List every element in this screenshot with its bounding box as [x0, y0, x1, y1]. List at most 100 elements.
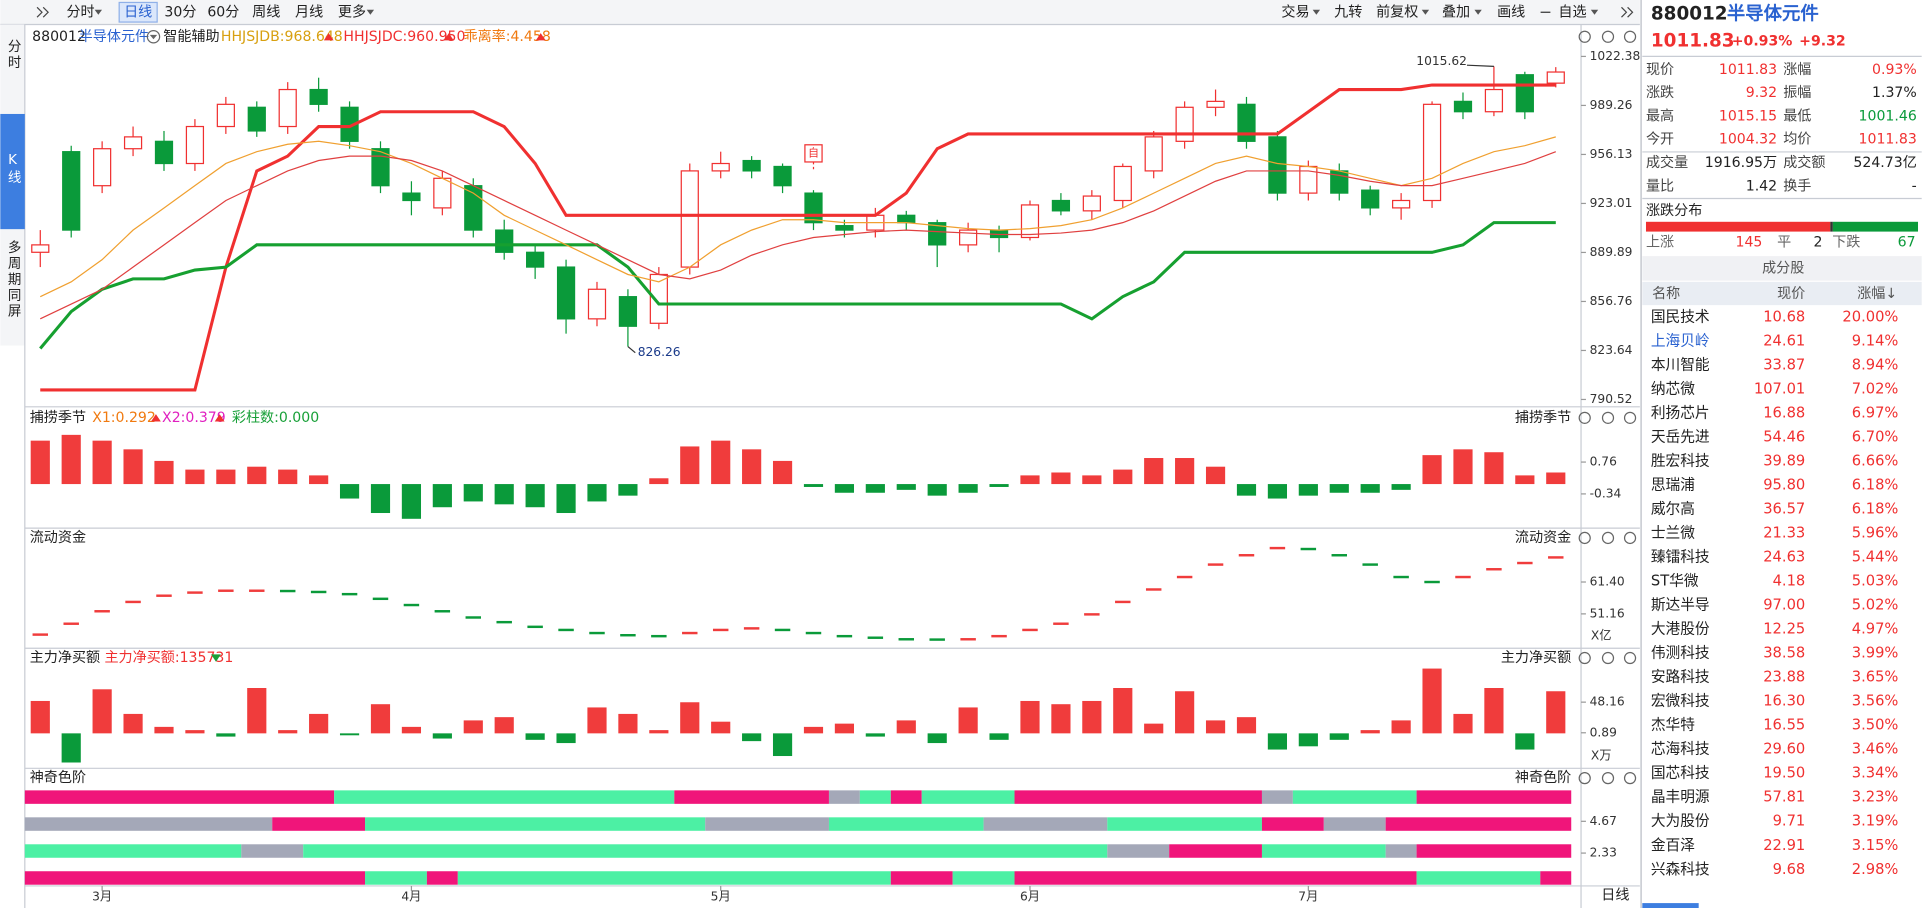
tab[interactable]: 日线	[124, 4, 152, 20]
stock-change: 9.14%	[1852, 332, 1899, 349]
tab[interactable]: 周线	[252, 4, 280, 20]
panel-icon[interactable]	[1623, 651, 1637, 665]
candle-body	[1546, 71, 1565, 84]
tab[interactable]: 30分	[164, 4, 196, 20]
tool-button[interactable]: 叠加	[1442, 4, 1470, 20]
assist-label[interactable]: 智能辅助	[163, 29, 219, 45]
stock-name[interactable]: 思瑞浦	[1651, 476, 1695, 493]
y-tick-label: 2.33	[1590, 846, 1617, 860]
quote-label: 最高	[1646, 107, 1674, 124]
panel-icon[interactable]	[1578, 411, 1591, 424]
panel-icon[interactable]	[1578, 30, 1591, 43]
panel-icon[interactable]	[1601, 411, 1615, 424]
stock-name[interactable]: 伟测科技	[1651, 645, 1710, 662]
bar	[339, 484, 360, 499]
stock-name[interactable]: 安路科技	[1651, 669, 1710, 686]
stock-name[interactable]: 威尔高	[1651, 501, 1695, 518]
scrollbar[interactable]	[1642, 903, 1699, 908]
panel-icon[interactable]	[1601, 30, 1615, 43]
color-band	[1169, 844, 1262, 858]
stock-name[interactable]: ST华微	[1651, 573, 1699, 590]
stock-name[interactable]: 士兰微	[1651, 525, 1695, 542]
bar	[30, 700, 50, 734]
panel-icon[interactable]	[1601, 531, 1615, 545]
stock-name[interactable]: 杰华特	[1651, 717, 1695, 734]
expand-icon[interactable]	[36, 6, 43, 18]
panel-title: 捕捞季节	[1515, 410, 1571, 426]
bar	[1051, 472, 1071, 485]
stock-name[interactable]: 胜宏科技	[1651, 452, 1710, 469]
side-tab[interactable]: 多周期同屏	[5, 239, 22, 320]
bar	[370, 704, 391, 734]
stock-name[interactable]: 纳芯微	[1651, 380, 1695, 397]
bar	[1453, 713, 1473, 734]
stock-name[interactable]: 金百泽	[1651, 837, 1695, 854]
column-header[interactable]: 名称	[1652, 286, 1680, 302]
panel-icon[interactable]	[1578, 531, 1591, 545]
panel-icon[interactable]	[1623, 531, 1637, 545]
candle-body	[1020, 204, 1040, 239]
stock-price: 9.71	[1773, 813, 1806, 830]
tool-button[interactable]: 自选	[1558, 4, 1586, 20]
candle-body	[1082, 195, 1101, 212]
stock-name[interactable]: 晶丰明源	[1651, 789, 1710, 806]
panel-icon[interactable]	[1578, 771, 1591, 785]
panel-icon[interactable]	[1623, 411, 1637, 424]
stock-name[interactable]: 天岳先进	[1651, 428, 1710, 445]
tab[interactable]: 分时	[66, 4, 94, 20]
stock-name[interactable]: 兴森科技	[1651, 861, 1710, 878]
color-band	[983, 817, 1108, 831]
flag-box	[804, 144, 823, 163]
period-label[interactable]: 日线	[1601, 888, 1629, 904]
column-header[interactable]: 现价	[1777, 286, 1805, 302]
color-band	[1323, 817, 1386, 831]
side-tab[interactable]: K线	[5, 152, 22, 186]
bar	[1236, 484, 1257, 496]
column-header[interactable]: 涨幅↓	[1857, 286, 1897, 302]
stock-name[interactable]: 国民技术	[1651, 308, 1710, 325]
assist-icon[interactable]	[146, 30, 161, 44]
tab-active[interactable]	[118, 1, 158, 23]
tab[interactable]: 60分	[207, 4, 239, 20]
stock-name[interactable]: 臻镭科技	[1651, 549, 1710, 566]
expand-icon[interactable]	[1621, 6, 1628, 18]
stock-name[interactable]: 大港股份	[1651, 621, 1710, 638]
bar	[1484, 688, 1504, 734]
stock-name[interactable]: 芯海科技	[1651, 741, 1710, 758]
panel-icon[interactable]	[1623, 30, 1637, 43]
bar	[216, 733, 236, 737]
panel-icon[interactable]	[1601, 771, 1615, 785]
tool-button[interactable]: 前复权	[1376, 3, 1418, 20]
color-band	[1416, 871, 1541, 885]
stock-name[interactable]: 大为股份	[1651, 813, 1710, 830]
stock-name[interactable]: 本川智能	[1651, 355, 1710, 373]
tool-button[interactable]: 交易	[1281, 3, 1309, 20]
candle-body	[154, 140, 174, 165]
stock-name[interactable]: 上海贝岭	[1651, 332, 1710, 349]
bar	[989, 484, 1009, 487]
color-band	[921, 790, 1015, 804]
panel-icon[interactable]	[1578, 651, 1591, 665]
stock-name[interactable]: 斯达半导	[1651, 597, 1710, 614]
panel-icon[interactable]	[1601, 651, 1615, 665]
stock-name[interactable]: 宏微科技	[1651, 693, 1710, 710]
bar	[587, 484, 607, 502]
tab[interactable]: 更多	[338, 3, 366, 20]
side-tab-active[interactable]	[0, 113, 25, 230]
tool-button[interactable]: 画线	[1497, 4, 1525, 20]
bar	[1515, 733, 1535, 750]
bar	[1298, 484, 1318, 496]
tool-button[interactable]: 九转	[1334, 4, 1362, 20]
stock-change: 2.98%	[1852, 861, 1899, 878]
side-tab[interactable]: 分时	[5, 39, 22, 71]
expand-icon[interactable]	[42, 6, 49, 18]
stock-name[interactable]: 国芯科技	[1651, 765, 1710, 782]
x-tick-label: 4月	[401, 889, 421, 903]
candle-body	[1175, 106, 1194, 142]
bar	[958, 484, 978, 493]
panel-icon[interactable]	[1623, 771, 1637, 785]
stock-name[interactable]: 利扬芯片	[1651, 404, 1710, 421]
tab[interactable]: 月线	[295, 4, 323, 20]
expand-icon[interactable]	[1627, 6, 1634, 18]
candle-body	[1113, 165, 1132, 202]
